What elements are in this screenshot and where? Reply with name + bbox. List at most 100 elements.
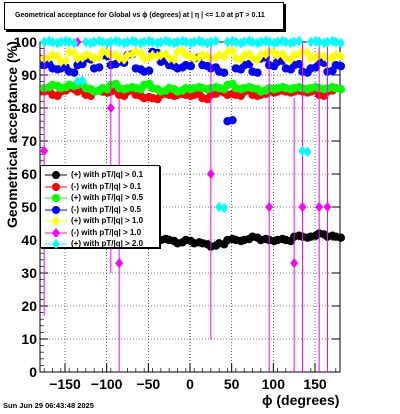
data-point: [273, 50, 282, 61]
series-6: [39, 35, 346, 214]
y-tick-label: 70: [21, 133, 37, 149]
data-point: [78, 75, 87, 86]
data-point: [289, 50, 299, 61]
legend-entry: (+) with pT/|q| > 1.0: [41, 215, 159, 227]
data-point: [228, 45, 237, 57]
data-point: [40, 145, 49, 156]
legend-marker: [45, 227, 67, 238]
data-point: [336, 61, 346, 71]
data-point: [228, 116, 237, 125]
data-point: [56, 36, 66, 48]
data-point: [69, 68, 79, 77]
data-point: [111, 49, 121, 60]
data-point: [178, 45, 187, 57]
y-axis-label: Geometrical acceptance (%): [4, 41, 20, 228]
data-point: [123, 36, 132, 48]
data-point: [294, 59, 304, 69]
data-point: [114, 36, 124, 48]
data-point: [203, 51, 212, 62]
legend-entry: (+) with pT/|q| > 2.0: [41, 238, 159, 250]
data-point: [69, 37, 79, 49]
y-tick-label: 50: [21, 199, 37, 215]
legend-marker: [45, 182, 67, 191]
data-point: [219, 68, 229, 77]
x-tick-label: −50: [136, 376, 160, 392]
data-point: [219, 202, 229, 214]
data-point: [236, 54, 246, 65]
data-point: [173, 46, 182, 58]
data-point: [336, 51, 346, 62]
data-point: [294, 49, 304, 60]
data-point: [119, 54, 129, 65]
data-point: [323, 202, 332, 212]
legend-symbol: [52, 216, 60, 226]
y-tick-label: 100: [14, 34, 38, 50]
data-point: [253, 68, 262, 77]
data-point: [81, 50, 91, 61]
data-point: [61, 55, 71, 66]
chart-title-box: Geometrical acceptance for Global vs ϕ (…: [4, 2, 284, 30]
data-point: [265, 202, 274, 212]
y-tick-label: 20: [21, 298, 37, 314]
y-tick-label: 30: [21, 265, 37, 281]
x-tick-label: 50: [224, 376, 240, 392]
legend-label: (+) with pT/|q| > 0.1: [71, 170, 144, 179]
data-point: [106, 103, 115, 113]
data-point: [56, 56, 66, 67]
data-point: [336, 85, 346, 94]
data-point: [86, 51, 96, 62]
data-point: [198, 50, 207, 61]
data-point: [123, 50, 132, 61]
data-point: [336, 37, 346, 49]
legend: (+) with pT/|q| > 0.1 (-) with pT/|q| > 0…: [40, 165, 160, 250]
legend-symbol: [52, 171, 60, 179]
legend-label: (-) with pT/|q| > 0.5: [71, 204, 142, 214]
x-tick-label: 100: [262, 376, 286, 392]
legend-marker: [45, 216, 67, 226]
data-point: [69, 47, 79, 59]
data-point: [278, 49, 287, 60]
data-point: [223, 36, 232, 48]
data-point: [89, 53, 99, 64]
y-tick-label: 90: [21, 67, 37, 83]
data-point: [173, 36, 182, 48]
chart-title: Geometrical acceptance for Global vs ϕ (…: [15, 12, 265, 19]
data-point: [223, 46, 232, 58]
y-tick-label: 40: [21, 232, 37, 248]
x-tick-label: −100: [91, 376, 123, 392]
data-point: [198, 36, 207, 48]
legend-marker: [45, 171, 67, 179]
data-point: [94, 52, 104, 63]
data-point: [186, 61, 196, 71]
data-point: [144, 66, 154, 75]
y-tick-label: 60: [21, 166, 37, 182]
data-point: [64, 46, 74, 58]
y-tick-label: 80: [21, 100, 37, 116]
data-point: [161, 49, 171, 60]
x-tick-label: 150: [303, 376, 327, 392]
legend-symbol: [52, 194, 60, 202]
data-point: [315, 202, 324, 212]
y-tick-label: 0: [29, 364, 37, 380]
legend-marker: [45, 194, 67, 202]
data-point: [206, 169, 215, 179]
legend-label: (-) with pT/|q| > 0.1: [71, 181, 142, 191]
data-point: [128, 49, 137, 60]
legend-marker: [45, 239, 67, 249]
data-point: [211, 35, 221, 47]
data-point: [319, 51, 329, 62]
data-point: [148, 50, 157, 61]
y-tick-label: 10: [21, 331, 37, 347]
legend-entry: (-) with pT/|q| > 1.0: [41, 227, 159, 239]
axis-ticks: 0 10 20 30 40 50 60 70 80 90 100 −150 −100 −50 0 50 100 1…: [14, 34, 340, 392]
data-point: [290, 258, 299, 269]
x-tick-label: 0: [186, 376, 194, 392]
legend-label: (+) with pT/|q| > 1.0: [71, 216, 144, 225]
data-point: [114, 53, 124, 64]
legend-symbol: [52, 205, 60, 214]
data-point: [298, 202, 307, 212]
data-point: [115, 258, 124, 269]
data-point: [186, 51, 196, 62]
legend-symbol: [52, 182, 60, 191]
date-stamp: Sun Jun 29 06:43:48 2025: [3, 401, 94, 410]
